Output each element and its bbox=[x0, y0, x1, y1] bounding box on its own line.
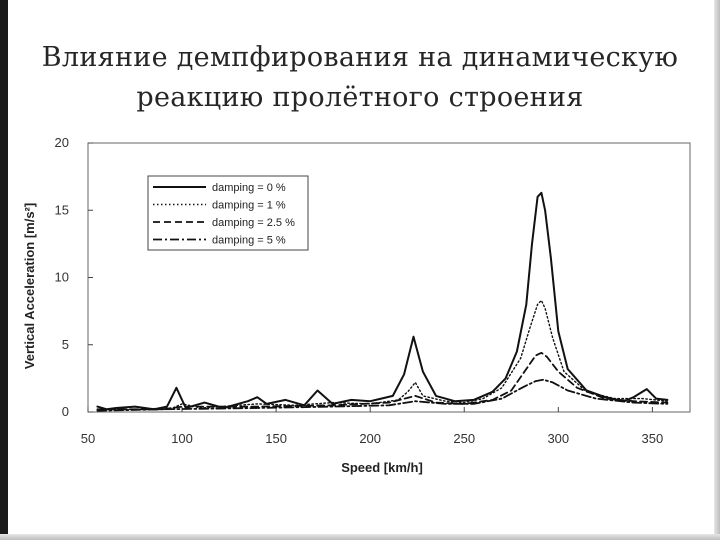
slide-title: Влияние демпфирования на динамическую ре… bbox=[20, 38, 700, 118]
y-tick-label: 0 bbox=[62, 404, 69, 419]
x-tick-label: 300 bbox=[547, 431, 569, 446]
slide-title-line-2: реакцию пролётного строения bbox=[136, 82, 584, 113]
x-tick-label: 150 bbox=[265, 431, 287, 446]
series-line-4 bbox=[96, 378, 669, 412]
legend-label-1: damping = 0 % bbox=[212, 182, 286, 194]
slide-bottom-border bbox=[0, 534, 720, 540]
legend-label-2: damping = 1 % bbox=[212, 200, 286, 212]
slide-left-border bbox=[0, 0, 8, 540]
series-line-2 bbox=[96, 299, 669, 410]
series-line-3 bbox=[96, 351, 669, 411]
x-tick-label: 250 bbox=[453, 431, 475, 446]
x-tick-label: 200 bbox=[359, 431, 381, 446]
y-tick-label: 5 bbox=[62, 337, 69, 352]
x-tick-label: 100 bbox=[171, 431, 193, 446]
x-axis-label: Speed [km/h] bbox=[341, 460, 423, 475]
slide-right-border bbox=[714, 0, 720, 540]
y-tick-label: 10 bbox=[55, 270, 69, 285]
legend-label-3: damping = 2.5 % bbox=[212, 217, 295, 229]
y-axis-label: Vertical Acceleration [m/s²] bbox=[22, 203, 37, 369]
y-tick-label: 15 bbox=[55, 202, 69, 217]
x-tick-label: 350 bbox=[642, 431, 664, 446]
y-tick-label: 20 bbox=[55, 135, 69, 150]
legend-label-4: damping = 5 % bbox=[212, 235, 286, 247]
legend-box bbox=[147, 175, 309, 251]
slide-title-line-1: Влияние демпфирования на динамическую bbox=[41, 42, 679, 73]
x-tick-label: 50 bbox=[81, 431, 95, 446]
